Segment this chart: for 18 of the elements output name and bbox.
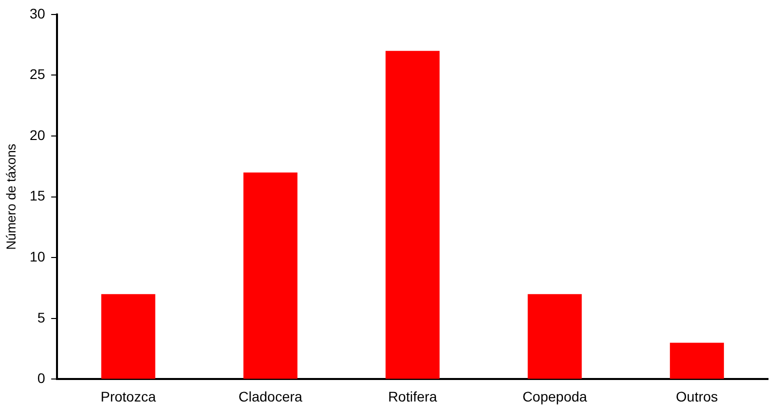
x-tick-label: Copepoda [522,388,588,404]
y-tick-label: 25 [30,66,46,82]
bar [386,50,440,379]
bar [101,294,156,379]
bar [243,172,298,379]
y-tick-label: 10 [30,248,46,264]
x-tick-label: Outros [676,388,718,404]
y-axis-title: Número de táxons [3,143,18,250]
y-tick-label: 0 [37,370,46,386]
x-tick-label: Cladocera [238,388,303,404]
y-tick-label: 15 [30,188,46,204]
x-tick-label: Protozca [100,388,156,404]
bar [528,294,582,379]
y-tick-label: 30 [30,5,46,22]
y-tick-label: 5 [37,309,46,326]
y-tick-label: 20 [30,126,46,143]
x-tick-label: Rotifera [388,388,438,404]
bar [670,342,724,379]
